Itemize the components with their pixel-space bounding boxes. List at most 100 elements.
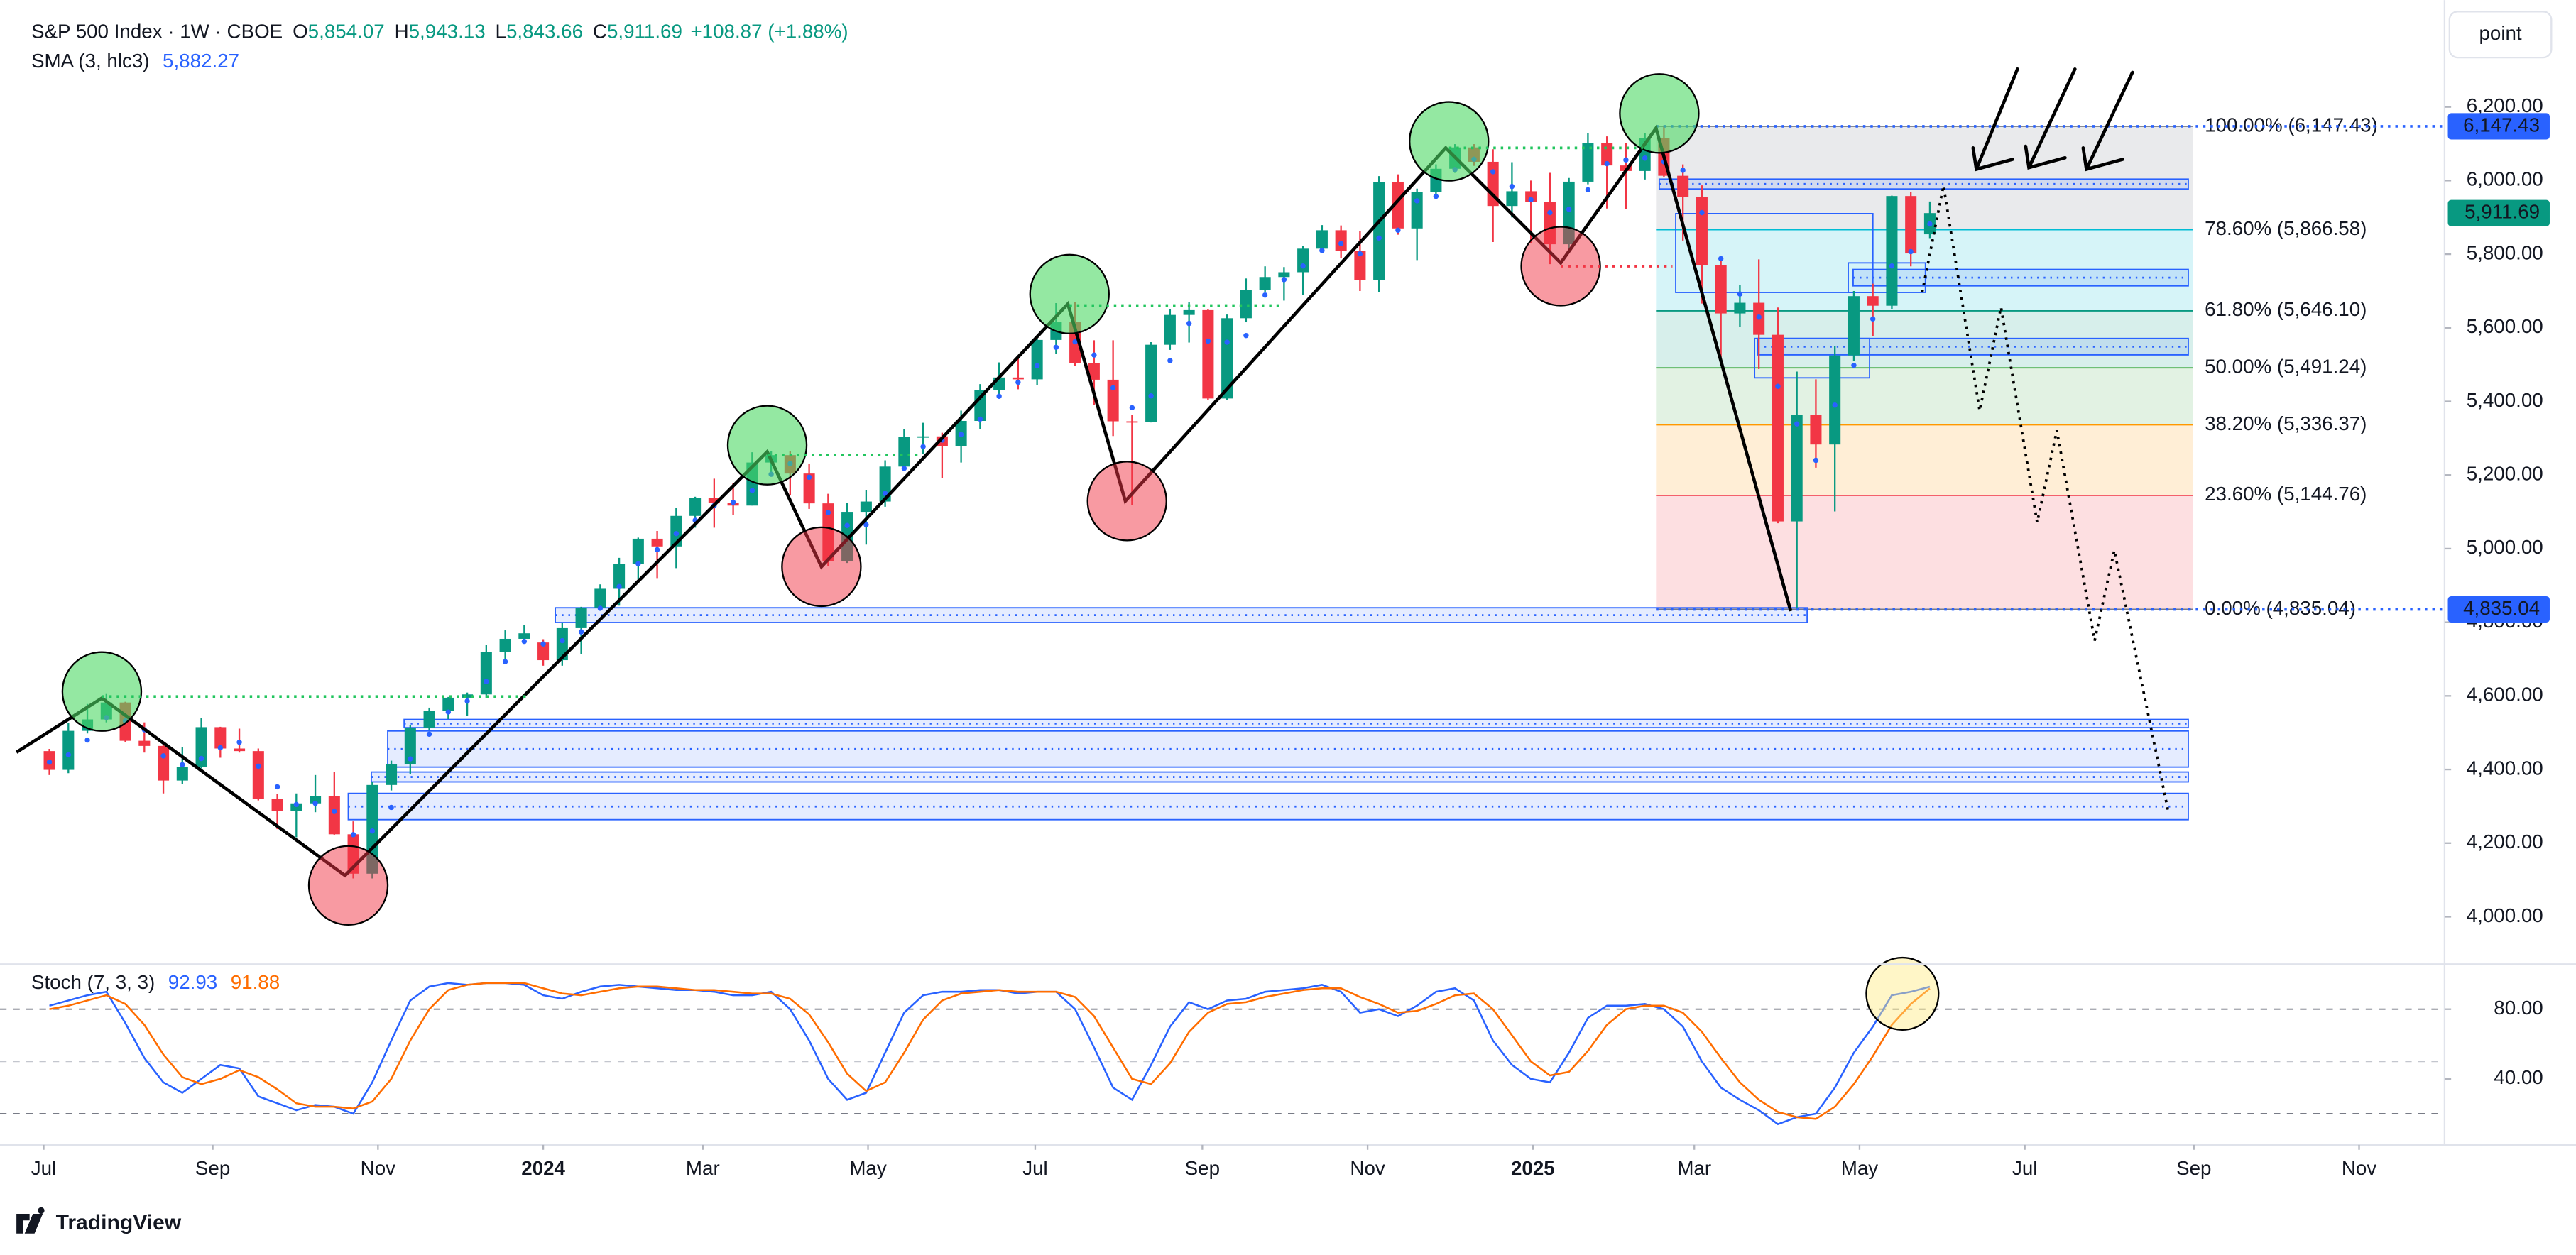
fib-band	[1656, 495, 2193, 610]
candle-body	[879, 466, 891, 502]
swing-high	[61, 651, 143, 732]
sma-dot	[426, 731, 432, 737]
scale-mode-label[interactable]: point	[2479, 22, 2521, 44]
x-tick-label: Mar	[1677, 1157, 1711, 1179]
candle-body	[1221, 318, 1233, 399]
x-tick-label: Sep	[195, 1157, 230, 1179]
brand-logo	[16, 1207, 45, 1234]
price-marker-label: 5,911.69	[2465, 201, 2540, 223]
arrow	[2081, 70, 2134, 172]
sma-dot	[1870, 316, 1876, 322]
candle-body	[1088, 363, 1100, 380]
fib-band	[1656, 310, 2193, 368]
candle-body	[594, 588, 606, 608]
y-tick-label: 5,400.00	[2467, 389, 2543, 411]
candle-body	[1487, 161, 1499, 207]
sma-dot	[1319, 248, 1325, 253]
overlay-value: 5,882.27	[163, 50, 239, 72]
legend: S&P 500 Index · 1W · CBOE O5,854.07 H5,943…	[31, 21, 848, 43]
sma-dot	[901, 466, 907, 471]
sma-dot	[1585, 187, 1591, 193]
fib-band	[1656, 229, 2193, 311]
zone	[1757, 337, 2189, 356]
sma-dot	[1376, 235, 1382, 241]
sma-dot	[1718, 256, 1724, 262]
sma-dot	[673, 530, 680, 537]
drawings	[15, 67, 2170, 1031]
ohlc-label: O	[293, 21, 308, 43]
candle-body	[176, 767, 188, 781]
candle-body	[310, 796, 322, 804]
x-tick-label: Jul	[2012, 1157, 2037, 1179]
sma-dot	[1490, 169, 1496, 175]
sma-dot	[332, 809, 337, 814]
projection	[1921, 185, 2170, 813]
candle-body	[1810, 415, 1822, 445]
sma-dot	[996, 393, 1002, 399]
y-tick-label: 5,600.00	[2467, 315, 2543, 337]
x-tick-label: Jul	[31, 1157, 56, 1179]
sma-dot	[408, 756, 413, 762]
fib-retracement: 100.00% (6,147.43) 78.60% (5,866.58) 61.80…	[1656, 114, 2378, 619]
sma-dot	[1110, 385, 1116, 391]
fib-band	[1656, 126, 2193, 230]
candle-body	[803, 473, 815, 504]
candle-body	[1164, 314, 1176, 345]
sma-dot	[1338, 241, 1344, 246]
x-tick-label: May	[1841, 1157, 1879, 1179]
fib-label: 38.20% (5,336.37)	[2205, 412, 2367, 434]
sma-dot	[1927, 221, 1933, 227]
y-tick-label: 5,800.00	[2467, 241, 2543, 263]
sma-dot	[635, 561, 641, 566]
swing-low	[307, 845, 389, 926]
scale-mode-button[interactable]	[2448, 11, 2553, 59]
sma-dot	[484, 679, 489, 684]
sma-dot	[1091, 352, 1097, 358]
candle-body	[1126, 421, 1138, 423]
arrow	[1971, 67, 2019, 172]
candle-body	[575, 607, 587, 628]
candle-body	[252, 751, 264, 799]
sma-dot	[920, 444, 926, 449]
swing-high	[1029, 253, 1110, 334]
y-tick-label: 80.00	[2494, 997, 2543, 1019]
candle-body	[462, 694, 474, 698]
sma-dot	[1699, 209, 1705, 216]
ohlc-value: 5,843.66	[506, 21, 583, 43]
candle-body	[214, 727, 227, 749]
candle-body	[518, 633, 530, 639]
swing-high	[726, 405, 808, 486]
fib-label: 100.00% (6,147.43)	[2205, 114, 2378, 136]
candle-body	[480, 652, 492, 695]
candle-body	[1696, 197, 1708, 265]
candle-body	[138, 740, 151, 746]
fib-label: 23.60% (5,144.76)	[2205, 483, 2367, 505]
legend-title: S&P 500 Index · 1W · CBOE	[31, 21, 283, 43]
candle-body	[62, 730, 75, 770]
zone	[1852, 268, 2189, 287]
ohlc-label: L	[496, 21, 506, 43]
sma-dot	[160, 753, 166, 759]
sma-dot	[521, 638, 528, 645]
highlight	[1865, 956, 1940, 1031]
candle-body	[158, 745, 170, 781]
candle-body	[898, 437, 910, 467]
sma-dot	[1509, 183, 1515, 190]
candle-body	[1373, 182, 1385, 280]
candle-body	[423, 711, 435, 728]
sma-dot	[312, 801, 318, 806]
sma-dot	[1205, 338, 1211, 344]
sma-dot	[1243, 332, 1249, 339]
y-tick-label: 6,000.00	[2467, 168, 2543, 190]
candle-body	[1297, 248, 1309, 273]
ohlc-value: 5,943.13	[409, 21, 486, 43]
candle-body	[271, 799, 283, 811]
sma-dot	[256, 763, 261, 769]
candle-body	[1886, 196, 1898, 306]
candle-body	[1715, 265, 1727, 314]
sma-dot	[578, 629, 584, 635]
y-tick-label: 6,200.00	[2467, 94, 2543, 116]
zone	[403, 718, 2189, 729]
sma-dot	[958, 432, 964, 437]
